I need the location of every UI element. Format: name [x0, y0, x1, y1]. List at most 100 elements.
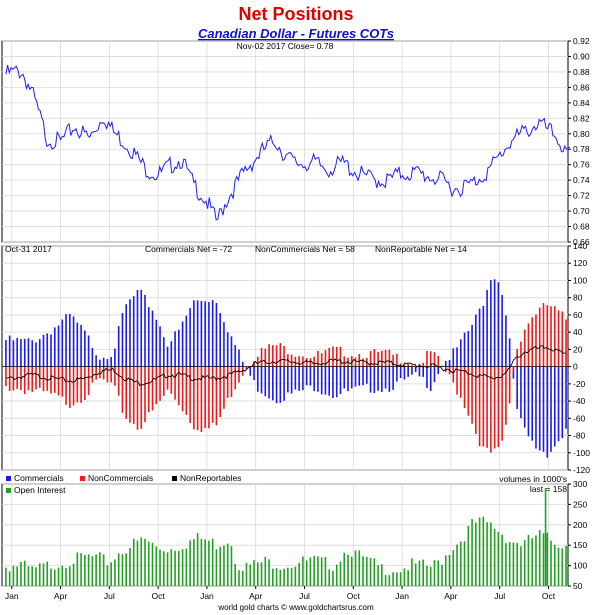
commercials-bar — [546, 366, 549, 458]
noncommercials-bar — [508, 366, 511, 404]
noncommercials-bar — [441, 365, 443, 367]
open-interest-bar — [144, 538, 146, 586]
open-interest-bar — [61, 565, 64, 586]
open-interest-bar — [343, 552, 346, 586]
commercials-bar — [69, 313, 71, 367]
commercials-bar — [219, 313, 221, 367]
legend-swatch — [80, 476, 85, 481]
open-interest-bar — [546, 532, 549, 586]
noncommercials-bar — [162, 366, 165, 396]
commercials-bar — [324, 366, 327, 395]
commercials-bar — [373, 366, 376, 394]
noncommercials-bar — [527, 323, 530, 367]
commercials-bar — [121, 313, 124, 367]
noncommercials-bar — [456, 366, 458, 395]
noncommercials-bar — [538, 307, 541, 367]
commercials-bar — [403, 366, 406, 380]
commercials-bar — [181, 321, 184, 367]
commercials-bar — [80, 324, 82, 367]
commercials-bar — [512, 366, 515, 379]
open-interest-bar — [114, 559, 116, 586]
legend-label: NonReportables — [180, 473, 241, 483]
noncommercials-bar — [144, 366, 146, 423]
open-interest-bar — [444, 555, 447, 586]
net-stat: Commercials Net = -72 — [145, 244, 232, 254]
open-interest-bar — [426, 565, 428, 586]
commercials-bar — [332, 366, 334, 399]
noncommercials-bar — [189, 366, 191, 423]
y-tick-label: -20 — [573, 379, 586, 389]
commercials-bar — [208, 301, 210, 367]
open-interest-bar — [411, 558, 413, 586]
open-interest-bar — [275, 568, 278, 586]
commercials-bar — [170, 341, 173, 367]
commercials-bar — [557, 366, 560, 442]
open-interest-bar — [279, 569, 282, 586]
noncommercials-bar — [429, 351, 432, 367]
commercials-bar — [16, 337, 18, 367]
open-interest-bar — [550, 540, 552, 586]
commercials-bar — [132, 296, 135, 367]
legend-swatch — [6, 476, 11, 481]
oi-legend-label: Open Interest — [14, 485, 66, 495]
noncommercials-bar — [35, 366, 37, 390]
open-interest-spike-bar — [544, 488, 547, 586]
y-tick-label: 0.86 — [573, 82, 590, 92]
commercials-bar — [542, 366, 545, 452]
nonreportables-line — [5, 345, 567, 387]
open-interest-bar — [50, 568, 52, 586]
noncommercials-bar — [399, 363, 402, 367]
noncommercials-bar — [129, 366, 131, 423]
footer-credit: world gold charts © www.goldchartsrus.co… — [217, 603, 374, 612]
commercials-bar — [211, 300, 214, 367]
commercials-bar — [467, 331, 470, 367]
open-interest-bar — [309, 557, 312, 586]
noncommercials-bar — [309, 358, 312, 367]
open-interest-bar — [132, 538, 135, 586]
noncommercials-bar — [110, 366, 112, 383]
open-interest-bar — [189, 540, 191, 586]
commercials-bar — [226, 332, 229, 367]
y-tick-label: 0.84 — [573, 98, 590, 108]
open-interest-bar — [523, 540, 526, 586]
commercials-bar — [347, 366, 349, 392]
noncommercials-bar — [223, 366, 225, 409]
noncommercials-bar — [151, 366, 154, 411]
noncommercials-bar — [264, 348, 267, 367]
commercials-bar — [147, 307, 150, 367]
open-interest-bar — [324, 556, 327, 586]
open-interest-bar — [102, 554, 105, 586]
noncommercials-bar — [117, 366, 120, 396]
open-interest-bar — [459, 541, 462, 586]
noncommercials-bar — [354, 357, 357, 367]
open-interest-bar — [542, 533, 545, 586]
commercials-bar — [23, 338, 26, 367]
noncommercials-bar — [181, 366, 184, 412]
open-interest-bar — [347, 554, 349, 586]
open-interest-bar — [350, 556, 353, 586]
open-interest-bar — [433, 560, 436, 586]
open-interest-bar — [46, 561, 49, 586]
commercials-bar — [102, 357, 105, 367]
open-interest-bar — [129, 548, 131, 586]
noncommercials-bar — [411, 365, 413, 367]
noncommercials-bar — [283, 345, 285, 367]
commercials-bar — [99, 359, 101, 367]
open-interest-bar — [557, 547, 560, 586]
noncommercials-bar — [238, 366, 240, 383]
open-interest-bar — [377, 565, 379, 586]
commercials-bar — [84, 330, 86, 367]
y-tick-label: -120 — [573, 465, 590, 475]
open-interest-bar — [31, 566, 34, 586]
commercials-bar — [501, 295, 503, 367]
open-interest-bar — [520, 546, 522, 586]
open-interest-bar — [162, 551, 165, 586]
open-interest-bar — [527, 534, 530, 586]
commercials-bar — [196, 300, 199, 367]
y-tick-label: 100 — [573, 275, 587, 285]
open-interest-bar — [42, 563, 45, 586]
y-tick-label: 0.66 — [573, 237, 590, 247]
commercials-bar — [471, 324, 473, 367]
commercials-bar — [343, 366, 346, 389]
noncommercials-bar — [482, 366, 485, 447]
